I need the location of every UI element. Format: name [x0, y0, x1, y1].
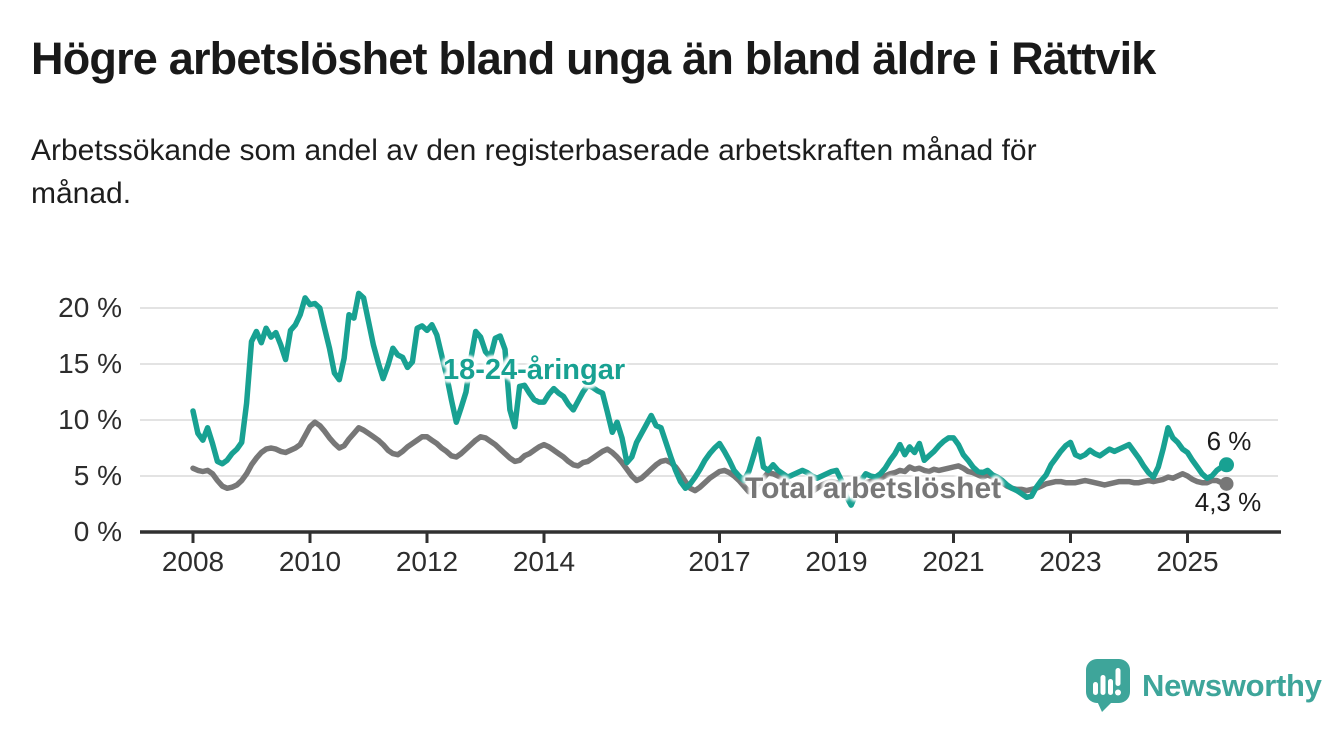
end-value-label-total: 4,3 %	[1194, 487, 1262, 517]
newsworthy-logo-text: Newsworthy	[1142, 667, 1322, 703]
page-subtitle: Arbetssökande som andel av den registerb…	[31, 134, 1037, 210]
x-axis-tick-label: 2008	[161, 546, 225, 577]
logo-bar-1	[1093, 682, 1098, 695]
y-axis-tick-label: 15 %	[58, 348, 122, 379]
series-end-dot-total	[1219, 476, 1234, 491]
end-value-label-18-24: 6 %	[1206, 426, 1252, 456]
newsworthy-logo: Newsworthy	[1085, 658, 1322, 713]
series-line-total	[190, 419, 1230, 497]
series-label-total: Total arbetslöshet	[745, 472, 1002, 505]
newsworthy-logo-icon	[1086, 659, 1130, 712]
y-axis-tick-label: 20 %	[58, 292, 122, 323]
y-axis-tick-label: 0 %	[73, 516, 122, 547]
x-axis-tick-label: 2012	[395, 546, 459, 577]
x-axis-tick-label: 2014	[512, 546, 576, 577]
series-end-dot-18-24	[1219, 457, 1234, 473]
y-axis-tick-label: 5 %	[73, 460, 122, 491]
series-line-18-24	[190, 290, 1230, 508]
x-axis-tick-label: 2021	[922, 546, 985, 577]
x-axis-tick-label: 2023	[1039, 546, 1102, 577]
x-axis-tick-label: 2019	[805, 546, 868, 577]
y-axis-tick-label: 10 %	[58, 404, 122, 435]
logo-bar-3	[1108, 679, 1113, 695]
series-label-18-24: 18-24-åringar	[443, 354, 626, 386]
page-title: Högre arbetslöshet bland unga än bland ä…	[31, 33, 1156, 84]
logo-exclamation-bar	[1115, 668, 1121, 686]
logo-bar-2	[1100, 675, 1106, 695]
logo-exclamation-dot	[1115, 689, 1121, 696]
x-axis-tick-label: 2025	[1156, 546, 1219, 577]
x-axis-tick-label: 2010	[278, 546, 342, 577]
x-axis-tick-label: 2017	[688, 546, 751, 577]
